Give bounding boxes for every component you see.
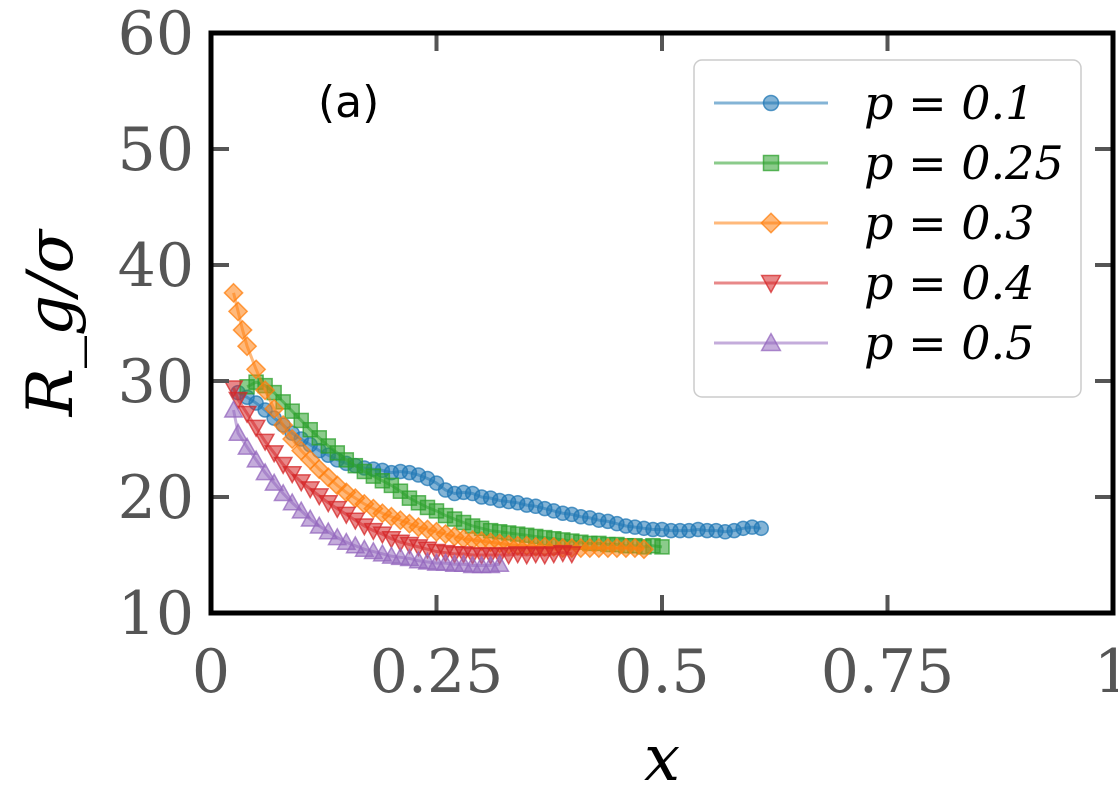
data-point: [246, 449, 267, 468]
x-tick-label: 0.75: [821, 637, 955, 707]
data-point: [255, 433, 276, 452]
legend: p = 0.1 p = 0.25 p = 0.3 p = 0.4 p = 0.5: [693, 59, 1082, 398]
data-point: [489, 553, 510, 573]
series-layer: [223, 282, 769, 574]
data-point: [223, 399, 244, 418]
data-point: [264, 445, 285, 464]
data-point: [633, 539, 655, 560]
data-point: [245, 359, 267, 380]
legend-item: p = 0.4: [714, 256, 1034, 310]
y-tick-label: 50: [118, 115, 194, 185]
data-point: [654, 539, 670, 555]
y-tick-label: 60: [118, 0, 194, 69]
data-point: [246, 419, 267, 438]
series-1: [230, 384, 769, 540]
data-point: [223, 282, 244, 304]
legend-frame: [693, 59, 1082, 398]
legend-marker: [762, 94, 780, 112]
legend-label: p = 0.5: [864, 316, 1034, 370]
data-point: [363, 498, 384, 519]
legend-label: p = 0.1: [864, 76, 1034, 130]
x-tick-label: 0: [192, 637, 230, 707]
y-tick-label: 40: [118, 231, 194, 301]
legend-label: p = 0.4: [864, 256, 1034, 310]
legend-marker: [762, 154, 780, 172]
x-tick-label: 0.25: [370, 637, 504, 707]
data-point: [561, 546, 582, 565]
x-tick-label: 0.5: [614, 637, 709, 707]
tick-labels-layer: 0 0.25 0.5 0.75 1 10 20 30 40 50 60: [118, 0, 1118, 707]
data-point: [273, 483, 294, 502]
data-point: [282, 428, 303, 450]
legend-item: p = 0.1: [714, 76, 1034, 130]
data-point: [300, 508, 321, 527]
legend-marker: [760, 332, 782, 352]
y-tick-label: 10: [118, 579, 194, 649]
data-point: [273, 456, 294, 475]
legend-marker: [760, 274, 782, 294]
plot-frame: [208, 30, 1116, 616]
data-point: [237, 405, 258, 424]
legend-item: p = 0.3: [714, 196, 1034, 250]
data-point: [272, 414, 294, 436]
data-point: [309, 515, 330, 534]
legend-item: p = 0.25: [714, 136, 1064, 190]
data-point: [232, 319, 253, 341]
data-point: [318, 521, 339, 540]
data-point: [753, 520, 769, 537]
y-axis-label: R_g/σ: [14, 227, 88, 417]
data-point: [291, 500, 312, 519]
data-point: [237, 436, 258, 455]
x-tick-label: 1: [1094, 637, 1118, 707]
y-tick-label: 30: [118, 347, 194, 417]
data-point: [223, 380, 244, 399]
data-point: [254, 380, 276, 401]
data-point: [255, 462, 276, 481]
data-point: [264, 472, 285, 491]
data-point: [236, 336, 258, 357]
data-point: [227, 301, 249, 322]
series-4: [223, 380, 582, 566]
data-point: [228, 422, 249, 441]
data-point: [327, 475, 348, 496]
legend-marker: [760, 212, 782, 234]
y-tick-label: 20: [118, 463, 194, 533]
legend-label: p = 0.25: [864, 136, 1064, 190]
legend-item: p = 0.5: [714, 316, 1034, 370]
panel-label: (a): [318, 77, 379, 128]
series-5: [223, 399, 510, 574]
data-point: [263, 398, 285, 420]
data-point: [282, 492, 303, 511]
legend-label: p = 0.3: [864, 196, 1034, 250]
x-axis-label: x: [644, 722, 680, 790]
